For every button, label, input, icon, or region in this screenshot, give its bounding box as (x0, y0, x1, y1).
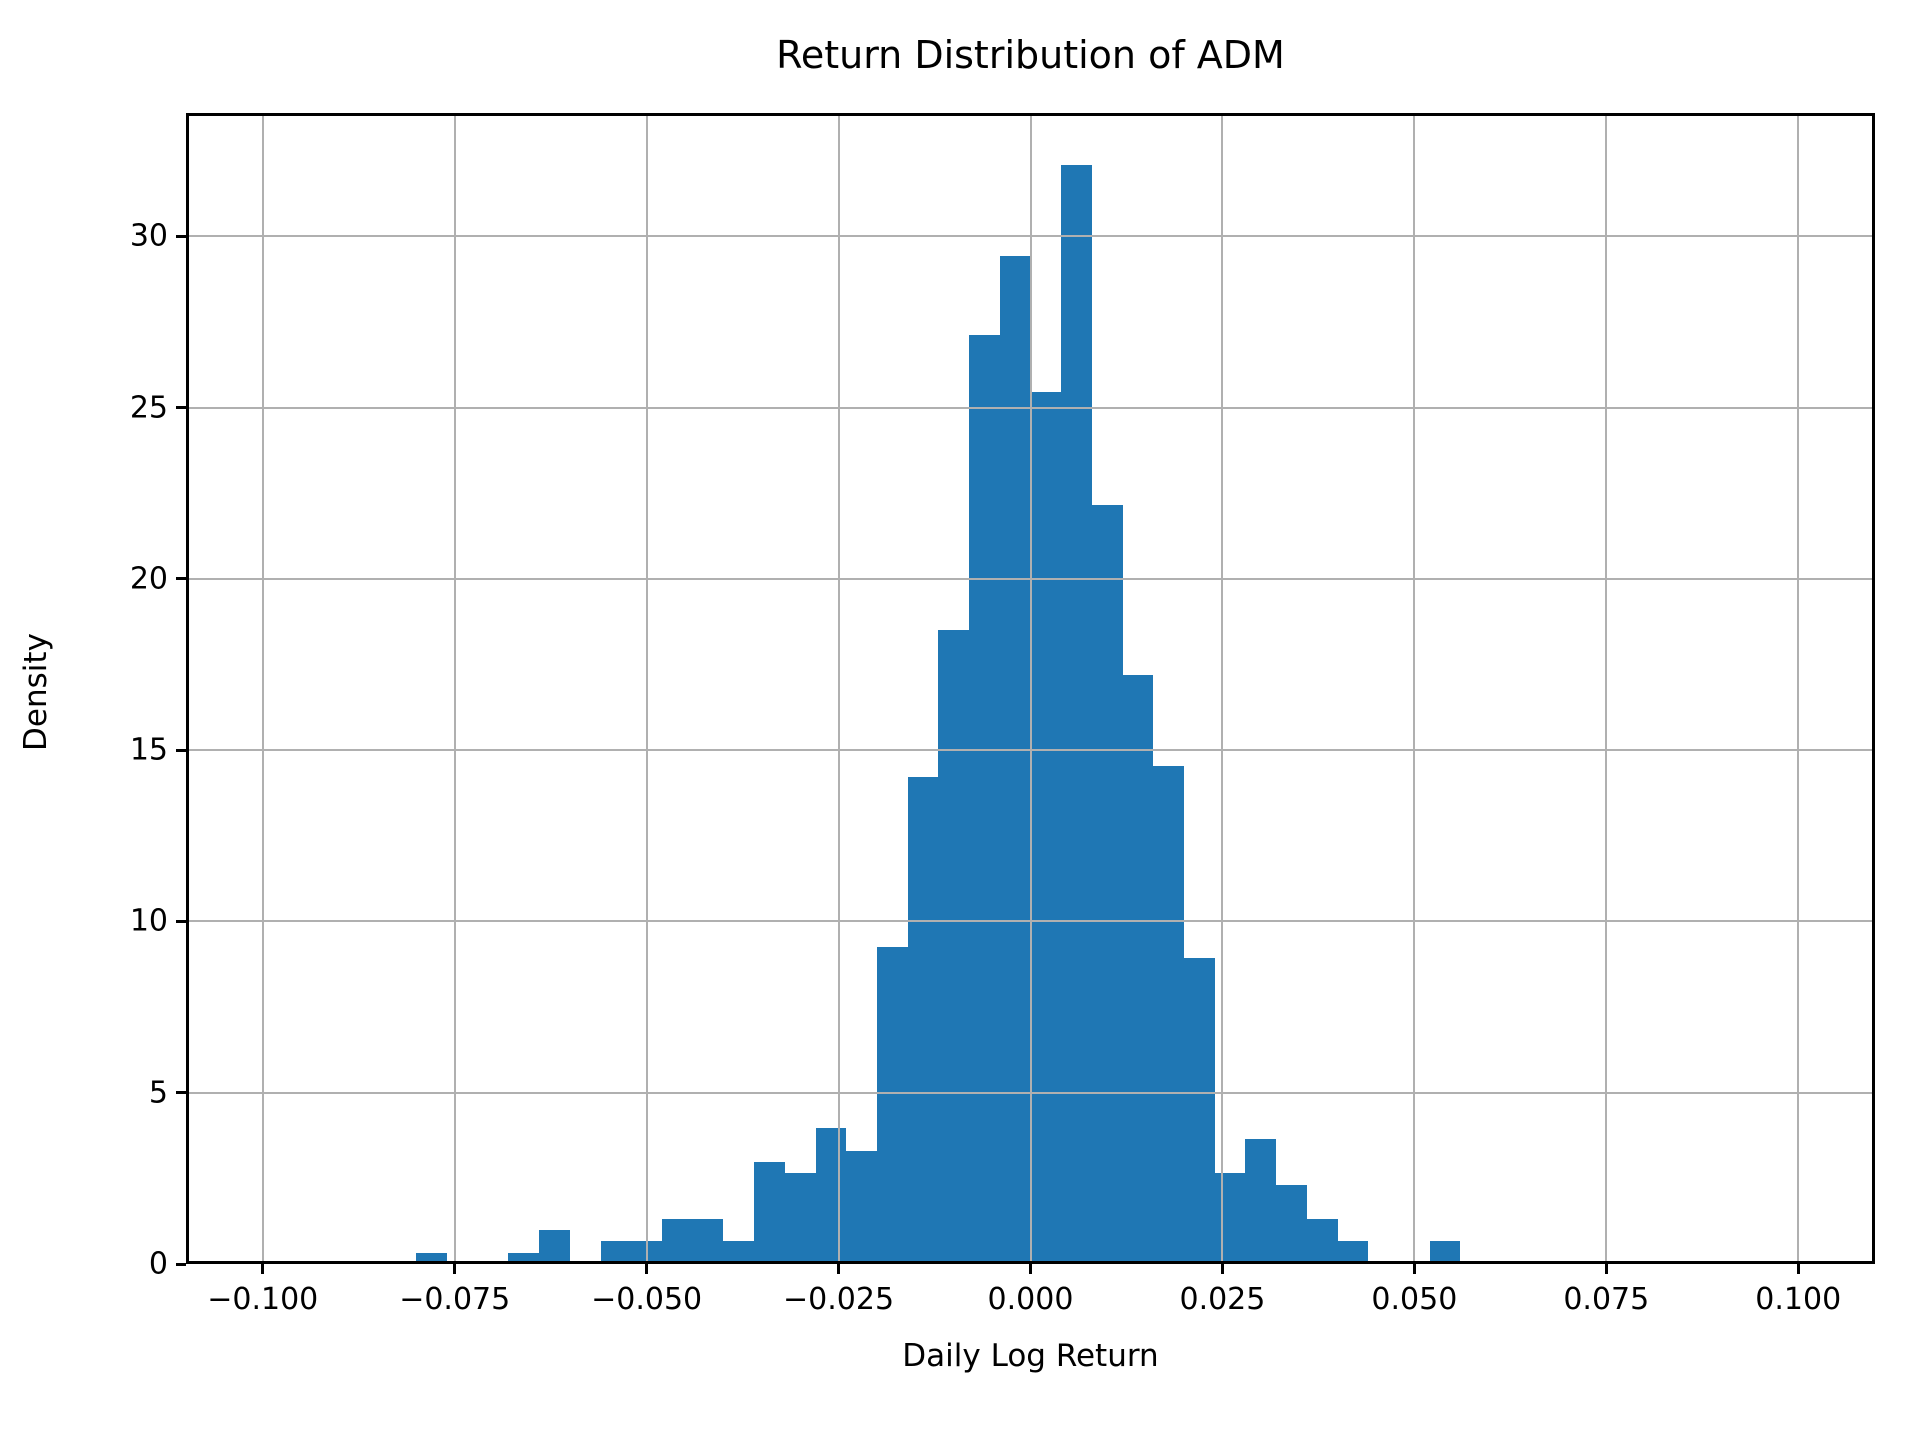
x-tick-label: −0.075 (399, 1282, 511, 1317)
x-tick-label: 0.000 (987, 1282, 1074, 1317)
y-tick-label: 15 (129, 732, 168, 768)
y-tick-mark (176, 748, 186, 752)
x-tick-label: −0.100 (207, 1282, 319, 1317)
x-tick-mark (837, 1264, 841, 1274)
histogram-bar (969, 334, 1000, 1264)
histogram-bar (1214, 1173, 1246, 1264)
x-gridline (261, 113, 264, 1264)
right-spine (1872, 113, 1875, 1264)
x-gridline (1605, 113, 1608, 1264)
histogram-bar (1245, 1139, 1277, 1264)
x-gridline (1029, 113, 1032, 1264)
left-spine (186, 113, 189, 1264)
x-gridline (1797, 113, 1800, 1264)
x-tick-label: −0.050 (591, 1282, 703, 1317)
y-gridline (186, 1091, 1875, 1094)
histogram-bar (1091, 504, 1123, 1264)
histogram-bar (723, 1241, 755, 1264)
histogram-bar (784, 1173, 816, 1264)
y-gridline (186, 235, 1875, 238)
y-tick-mark (176, 1262, 186, 1266)
chart-title: Return Distribution of ADM (776, 33, 1285, 77)
histogram-bar (1061, 165, 1092, 1264)
plot-area (186, 113, 1875, 1264)
y-tick-mark (176, 406, 186, 410)
x-tick-mark (1029, 1264, 1032, 1274)
x-tick-label: −0.025 (783, 1282, 895, 1317)
x-gridline (453, 113, 456, 1264)
bottom-spine (186, 1261, 1875, 1264)
histogram-bar (846, 1150, 877, 1264)
x-gridline (837, 113, 840, 1264)
y-tick-label: 30 (129, 218, 168, 254)
y-gridline (186, 406, 1875, 409)
x-tick-mark (1604, 1264, 1608, 1274)
x-tick-mark (453, 1264, 457, 1274)
histogram-bar (1276, 1184, 1307, 1264)
histogram-bar (692, 1218, 724, 1264)
x-tick-label: 0.050 (1371, 1282, 1458, 1317)
y-tick-label: 10 (129, 903, 168, 939)
histogram-bar (1429, 1241, 1461, 1264)
histogram-bar (1184, 958, 1215, 1264)
histogram-bar (1306, 1218, 1338, 1264)
x-tick-label: 0.075 (1563, 1282, 1650, 1317)
histogram-bar (1153, 765, 1185, 1264)
y-gridline (186, 577, 1875, 580)
x-tick-label: 0.100 (1755, 1282, 1842, 1317)
y-axis-label: Density (18, 633, 54, 751)
x-gridline (1413, 113, 1416, 1264)
histogram-bar (1337, 1241, 1369, 1264)
histogram-bar (999, 255, 1031, 1264)
y-tick-label: 0 (148, 1246, 168, 1282)
y-tick-label: 5 (148, 1075, 168, 1111)
x-tick-mark (261, 1264, 265, 1274)
histogram-bar (661, 1218, 693, 1264)
x-gridline (645, 113, 648, 1264)
histogram-bar (600, 1241, 632, 1264)
histogram-bar (938, 629, 970, 1264)
x-tick-mark (1796, 1264, 1800, 1274)
x-tick-mark (645, 1264, 649, 1274)
histogram-bar (539, 1230, 570, 1264)
y-gridline (186, 920, 1875, 923)
y-tick-label: 20 (129, 561, 168, 597)
y-tick-label: 25 (129, 390, 168, 426)
x-axis-label: Daily Log Return (902, 1338, 1159, 1374)
histogram-bar (416, 1252, 448, 1264)
histogram-bar (876, 946, 908, 1264)
y-tick-mark (176, 919, 186, 923)
y-tick-mark (176, 1091, 186, 1095)
histogram-bar (754, 1161, 785, 1264)
histogram-bar (815, 1128, 847, 1264)
x-tick-mark (1412, 1264, 1416, 1274)
top-spine (186, 113, 1875, 116)
histogram-bar (1122, 674, 1154, 1264)
x-gridline (1221, 113, 1224, 1264)
histogram-bar (907, 776, 939, 1264)
histogram-bar (508, 1252, 540, 1264)
x-tick-label: 0.025 (1179, 1282, 1266, 1317)
y-tick-mark (176, 234, 186, 238)
y-tick-mark (176, 577, 186, 581)
x-tick-mark (1220, 1264, 1224, 1274)
y-gridline (186, 749, 1875, 752)
histogram-bar (1030, 391, 1062, 1264)
